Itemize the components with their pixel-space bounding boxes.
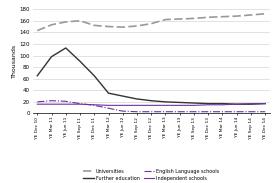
Y-axis label: Thousands: Thousands [12, 44, 17, 78]
Legend: Universities, Further education, English Language schools, Independent schools: Universities, Further education, English… [83, 169, 219, 181]
